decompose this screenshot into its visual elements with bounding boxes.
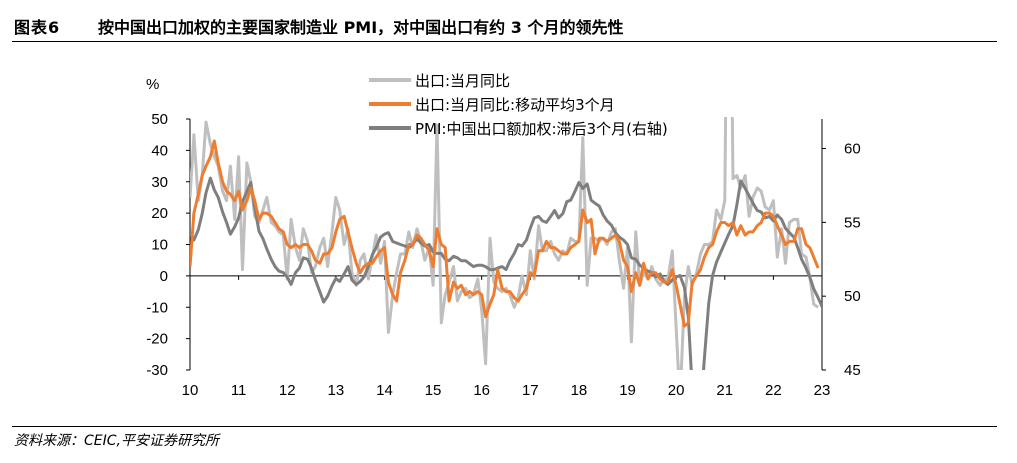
x-axis-tick-label: 11 — [231, 382, 247, 399]
x-axis-tick-label: 19 — [619, 382, 636, 399]
legend-label-1: 出口:当月同比 — [415, 72, 510, 90]
x-axis-tick-label: 13 — [328, 382, 345, 399]
series-line-2 — [190, 139, 820, 328]
top-rule — [12, 41, 997, 42]
x-axis-tick-label: 10 — [182, 382, 199, 399]
x-axis-tick-label: 14 — [376, 382, 393, 399]
left-axis-tick-label: -30 — [146, 362, 168, 379]
x-axis-tick-label: 21 — [716, 382, 733, 399]
right-axis-tick-label: 60 — [844, 141, 861, 158]
x-axis-tick-label: 23 — [814, 382, 831, 399]
legend-label-2: 出口:当月同比:移动平均3个月 — [415, 96, 615, 114]
right-axis-tick-label: 45 — [844, 362, 861, 379]
left-axis-unit: % — [146, 76, 159, 93]
left-axis-tick-label: -20 — [146, 331, 168, 348]
left-axis-tick-label: 30 — [151, 174, 168, 191]
figure-header: 图表6 按中国出口加权的主要国家制造业 PMI，对中国出口有约 3 个月的领先性 — [12, 10, 997, 40]
bottom-rule — [12, 426, 997, 427]
x-axis-tick-label: 17 — [522, 382, 539, 399]
figure-label: 图表6 — [14, 18, 61, 37]
x-axis-tick-label: 12 — [279, 382, 296, 399]
right-axis-tick-label: 55 — [844, 214, 861, 231]
left-axis-tick-label: 40 — [151, 142, 168, 159]
left-axis-tick-label: 50 — [151, 111, 168, 128]
series-lines — [190, 117, 822, 370]
x-axis-tick-label: 22 — [765, 382, 782, 399]
left-axis-tick-label: 20 — [151, 205, 168, 222]
series-line-1 — [190, 117, 819, 370]
left-axis-tick-label: -10 — [146, 299, 168, 316]
right-axis-tick-label: 50 — [844, 288, 861, 305]
x-axis-tick-label: 20 — [668, 382, 685, 399]
left-axis-tick-label: 0 — [160, 268, 168, 285]
legend-label-3: PMI:中国出口额加权:滞后3个月(右轴) — [415, 120, 668, 138]
left-axis-tick-label: 10 — [151, 237, 168, 254]
x-axis-tick-label: 16 — [473, 382, 490, 399]
source-note: 资料来源：CEIC,平安证券研究所 — [14, 433, 219, 449]
series-line-3 — [190, 176, 822, 370]
x-axis-tick-label: 15 — [425, 382, 442, 399]
x-axis-tick-label: 18 — [571, 382, 588, 399]
figure-title: 按中国出口加权的主要国家制造业 PMI，对中国出口有约 3 个月的领先性 — [98, 18, 624, 37]
